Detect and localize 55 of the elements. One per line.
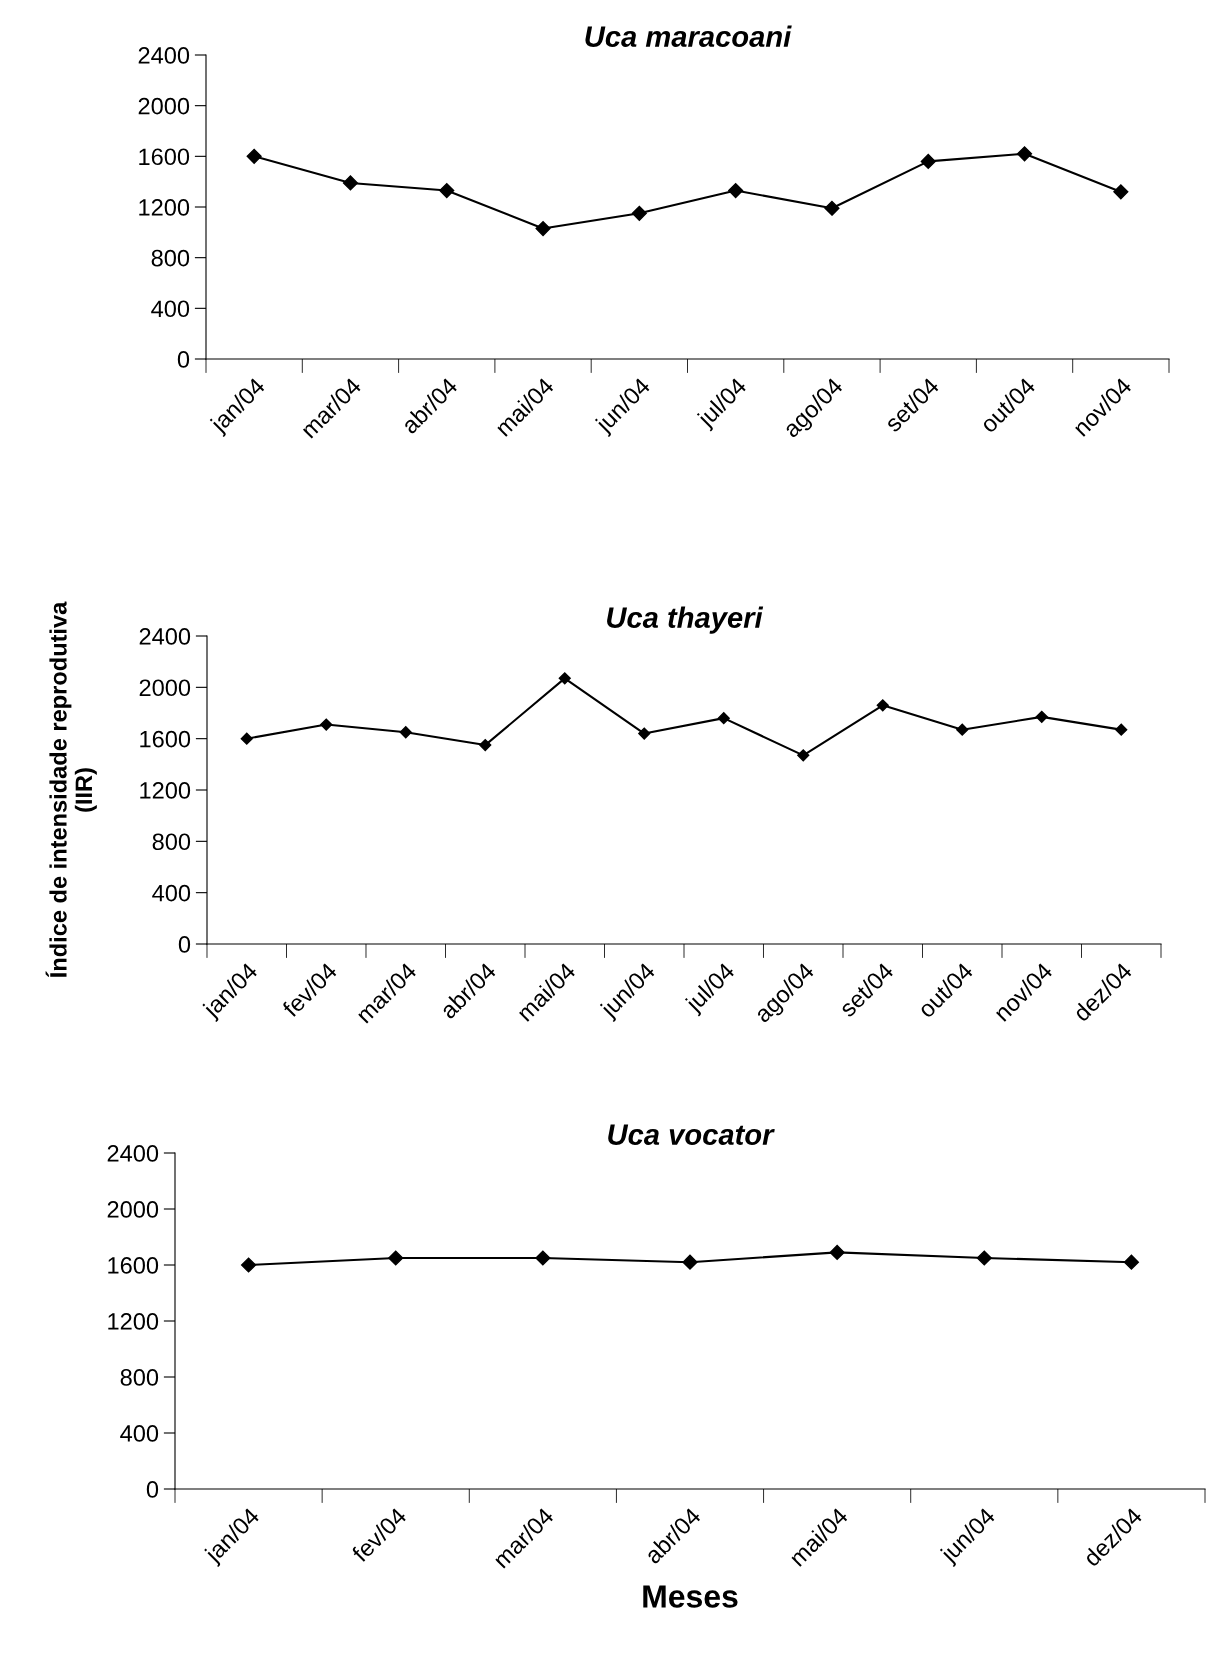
point [535,1250,551,1266]
point [388,1250,404,1266]
y-tick-label: 0 [177,351,190,368]
point [1035,710,1048,723]
point [1115,723,1128,736]
point [717,712,730,725]
point [631,205,647,221]
y-tick-label: 0 [178,936,191,953]
y-tick-label: 1600 [108,1257,159,1274]
y-tick-label: 400 [120,1425,159,1442]
y-tick-label: 1200 [139,199,190,216]
y-tick-label: 2400 [107,1145,159,1162]
y-tick-label: 1200 [108,1313,159,1330]
point [824,200,840,216]
chart-title: Uca vocator [608,1124,775,1145]
y-tick-label: 800 [120,1369,159,1386]
point [920,153,936,169]
point [241,1257,257,1273]
point [1113,184,1129,200]
point [535,220,551,237]
point [246,148,262,164]
y-tick-label: 800 [152,833,191,851]
point [797,749,810,762]
point [320,718,333,731]
y-tick-label: 1600 [139,148,190,166]
y-tick-label: 400 [151,300,190,318]
point [399,726,412,739]
y-tick-label: 1600 [140,730,191,748]
point [558,672,571,685]
chart-title: Uca maracoani [585,25,792,47]
y-tick-label: 2400 [139,628,191,645]
point [956,723,969,736]
y-tick-label: 800 [151,249,190,267]
y-tick-label: 1200 [140,782,191,799]
point [439,182,455,199]
point [1016,146,1033,162]
y-tick-label: 2400 [138,47,190,64]
point [876,699,889,712]
point [240,732,253,745]
y-tick-label: 0 [146,1481,159,1498]
chart-title: Uca thayeri [607,606,764,634]
y-tick-label: 2000 [138,97,190,115]
x-axis-title: Meses [643,1585,738,1608]
point [1123,1254,1139,1270]
point [479,738,492,752]
y-axis-title: Índice de intensidade reprodutiva (IIR) [45,601,97,978]
point [682,1254,698,1270]
y-tick-label: 400 [152,884,191,902]
point [829,1244,845,1260]
y-tick-label: 2000 [139,679,191,697]
point [976,1250,992,1266]
point [638,727,651,740]
point [342,175,359,191]
point [728,182,744,199]
y-tick-label: 2000 [107,1201,159,1218]
